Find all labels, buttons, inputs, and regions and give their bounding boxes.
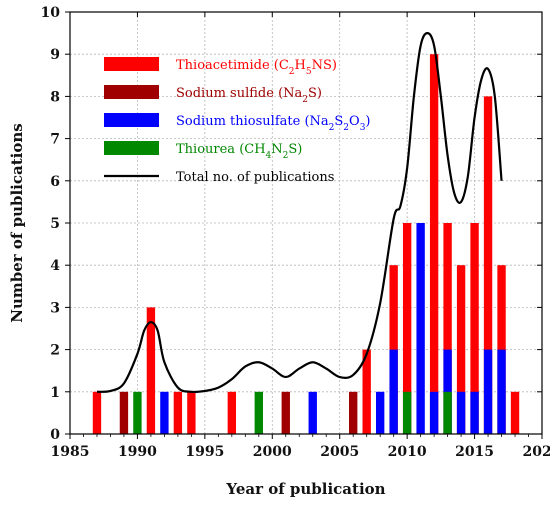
x-tick-label: 2015	[455, 444, 494, 460]
bar-sodium-thiosulfate	[160, 391, 169, 434]
legend-item-sodium-thiosulfate: Sodium thiosulfate (Na2S2O3)	[104, 113, 371, 133]
x-tick-label: 2010	[388, 444, 427, 460]
legend-label: Thiourea (CH4N2S)	[176, 142, 302, 161]
bar-sodium-thiosulfate	[375, 391, 385, 434]
legend-item-sodium-sulfide: Sodium sulfide (Na2S)	[104, 85, 322, 105]
x-tick-label: 1985	[51, 444, 90, 460]
total-publications-line	[96, 31, 503, 394]
y-tick-label: 2	[50, 343, 60, 359]
x-tick-label: 1990	[118, 444, 157, 460]
bar-thioacetimide	[470, 223, 479, 434]
legend-label: Thioacetimide (C2H5NS)	[176, 58, 337, 77]
bar-sodium-thiosulfate	[308, 391, 317, 434]
legend-label: Sodium sulfide (Na2S)	[176, 86, 322, 105]
bar-sodium-thiosulfate	[429, 391, 439, 434]
bar-thioacetimide	[173, 391, 183, 434]
bar-sodium-thiosulfate	[470, 391, 479, 434]
bar-thioacetimide	[510, 391, 520, 434]
bar-sodium-thiosulfate	[389, 349, 398, 434]
line-layer	[96, 31, 503, 394]
bar-sodium-sulfide	[349, 391, 358, 434]
bar-thioacetimide	[402, 223, 412, 434]
bar-thiourea	[402, 391, 412, 434]
bar-thiourea	[254, 391, 263, 434]
bar-thioacetimide	[227, 391, 237, 434]
legend-swatch	[104, 57, 159, 71]
bar-thiourea	[443, 391, 452, 434]
bar-thioacetimide	[456, 265, 466, 434]
legend-swatch	[104, 85, 159, 99]
y-tick-label: 3	[50, 300, 60, 316]
legend-swatch	[104, 141, 159, 155]
bar-thioacetimide	[362, 349, 371, 434]
bar-sodium-thiosulfate	[483, 349, 493, 434]
bar-thioacetimide	[429, 54, 439, 434]
bar-thioacetimide	[443, 223, 452, 434]
y-tick-label: 0	[50, 427, 60, 443]
bar-sodium-thiosulfate	[416, 223, 425, 434]
legend-item-thioacetimide: Thioacetimide (C2H5NS)	[104, 57, 337, 77]
x-tick-label: 2000	[253, 444, 292, 460]
bar-thioacetimide	[92, 391, 102, 434]
legend-label: Sodium thiosulfate (Na2S2O3)	[176, 114, 371, 133]
y-tick-label: 4	[50, 258, 60, 274]
bars-layer	[92, 54, 520, 435]
y-tick-label: 8	[50, 89, 60, 105]
legend: Thioacetimide (C2H5NS) Sodium sulfide (Na…	[104, 57, 371, 185]
bar-thioacetimide	[483, 96, 493, 435]
y-tick-label: 5	[50, 216, 60, 232]
x-tick-label: 2005	[320, 444, 359, 460]
bar-sodium-sulfide	[281, 391, 290, 434]
legend-swatch	[104, 113, 159, 127]
y-tick-label: 6	[50, 174, 60, 190]
y-tick-label: 7	[50, 132, 60, 148]
bar-sodium-thiosulfate	[497, 349, 506, 434]
y-tick-label: 1	[50, 385, 60, 401]
bar-thiourea	[133, 391, 142, 434]
legend-label: Total no. of publications	[176, 170, 334, 185]
bar-thioacetimide	[146, 307, 156, 434]
legend-item-total: Total no. of publications	[104, 170, 334, 185]
x-tick-label: 1995	[185, 444, 224, 460]
bar-sodium-sulfide	[119, 391, 129, 434]
y-axis-title: Number of publications	[8, 123, 26, 322]
y-tick-label: 9	[50, 47, 60, 63]
y-tick-label: 10	[41, 5, 61, 21]
legend-item-thiourea: Thiourea (CH4N2S)	[104, 141, 302, 161]
bar-thioacetimide	[187, 391, 196, 434]
bar-sodium-thiosulfate	[456, 391, 466, 434]
x-axis-title: Year of publication	[225, 480, 385, 498]
